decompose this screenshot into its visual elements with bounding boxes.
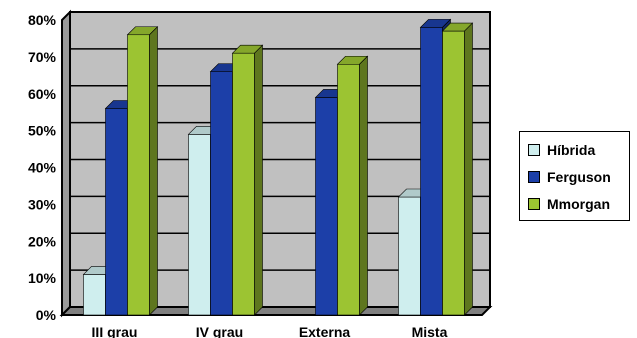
bar	[126, 26, 159, 316]
bar-front	[337, 63, 360, 316]
x-category-label: IV grau	[196, 324, 243, 338]
legend-item-mmorgan: Mmorgan	[528, 195, 610, 213]
bar-front	[315, 97, 338, 316]
legend-label-mmorgan: Mmorgan	[547, 196, 610, 212]
bar-side	[149, 26, 158, 316]
bar-series	[82, 18, 474, 316]
bar-side	[254, 44, 263, 316]
bar-front	[232, 52, 255, 316]
x-axis-categories: III grau IV grau Externa Mista	[92, 324, 448, 338]
y-tick-label: 10%	[28, 270, 57, 286]
y-tick-label: 40%	[28, 160, 57, 176]
x-category-label: Mista	[412, 324, 448, 338]
legend-label-hibrida: Híbrida	[547, 142, 596, 158]
legend-swatch-ferguson	[528, 171, 540, 183]
legend-swatch-mmorgan	[528, 198, 540, 210]
bar-side	[464, 22, 473, 316]
legend: Híbrida Ferguson Mmorgan	[519, 131, 630, 221]
bar	[336, 55, 369, 316]
legend-swatch-hibrida	[528, 144, 540, 156]
y-tick-label: 30%	[28, 196, 57, 212]
y-tick-label: 80%	[28, 12, 57, 28]
y-tick-label: 50%	[28, 123, 57, 139]
bar	[231, 44, 264, 316]
legend-label-ferguson: Ferguson	[547, 169, 611, 185]
legend-item-hibrida: Híbrida	[528, 141, 595, 159]
legend-item-ferguson: Ferguson	[528, 168, 611, 186]
bar-front	[442, 30, 465, 316]
y-tick-label: 70%	[28, 49, 57, 65]
bar-front	[127, 34, 150, 316]
bar-front	[105, 108, 128, 316]
y-tick-label: 0%	[36, 307, 57, 323]
bar-side	[359, 55, 368, 316]
bar-front	[210, 71, 233, 316]
y-tick-label: 20%	[28, 233, 57, 249]
bar-front	[83, 274, 106, 316]
side-wall	[61, 9, 71, 318]
bar-front	[398, 196, 421, 316]
bar	[441, 22, 474, 316]
x-category-label: Externa	[299, 324, 351, 338]
bar-front	[420, 27, 443, 316]
x-category-label: III grau	[92, 324, 138, 338]
bar-front	[188, 134, 211, 316]
y-tick-label: 60%	[28, 86, 57, 102]
y-axis-ticks: 0% 10% 20% 30% 40% 50% 60% 70% 80%	[28, 12, 57, 323]
